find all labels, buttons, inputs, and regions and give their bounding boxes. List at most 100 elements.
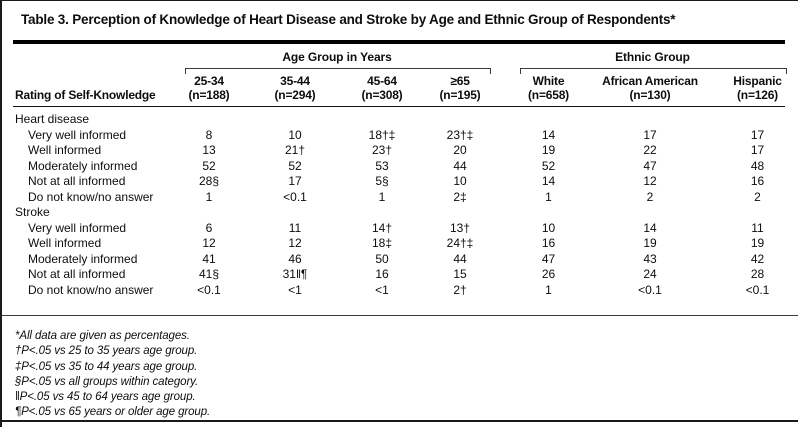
value-cell: 20 — [453, 143, 467, 157]
value-cell: 6 — [205, 220, 213, 235]
value-cell: <1 — [375, 282, 389, 297]
value-cell: 17 — [750, 143, 765, 157]
section-row: Heart disease — [14, 112, 792, 128]
value-cell: 2 — [754, 189, 761, 204]
value-cell: 47 — [541, 251, 556, 266]
value-cell — [723, 205, 792, 221]
footnote-line: ‡P<.05 vs 35 to 44 years age group. — [15, 360, 198, 373]
value-cell: 52 — [288, 158, 302, 173]
value-cell: 2† — [453, 282, 467, 297]
table-row: Do not know/no answer 1 <0.1 1 2‡ 1 2 2 — [14, 190, 792, 206]
value-cell: 17 — [643, 127, 657, 142]
row-label: Do not know/no answer — [28, 189, 154, 204]
gap-cell — [494, 252, 520, 268]
column-header-range: African American — [602, 74, 698, 88]
gap-cell — [494, 190, 520, 206]
row-label: Very well informed — [28, 220, 127, 235]
value-cell: 12 — [288, 236, 302, 250]
row-label: Not at all informed — [28, 267, 126, 281]
footnote-line: †P<.05 vs 25 to 35 years age group. — [15, 345, 198, 358]
value-cell: 46 — [288, 251, 302, 266]
value-cell: 44 — [453, 158, 467, 173]
section-label: Stroke — [15, 205, 50, 219]
value-cell: 15 — [453, 267, 467, 281]
value-cell: <0.1 — [638, 282, 662, 297]
value-cell — [577, 112, 723, 128]
value-cell: 10 — [288, 127, 302, 142]
column-header-range: 25-34 — [194, 74, 224, 88]
column-header-n: (n=658) — [528, 88, 569, 102]
top-thick-rule — [13, 40, 785, 44]
value-cell — [520, 112, 577, 128]
value-cell: 11 — [288, 220, 302, 235]
value-cell: 10 — [453, 174, 467, 188]
ethnic-group-header: Ethnic Group — [615, 50, 690, 64]
row-label: Very well informed — [28, 127, 127, 142]
value-cell: 14 — [541, 127, 556, 142]
row-label: Well informed — [28, 236, 102, 250]
footnote-line: §P<.05 vs all groups within category. — [15, 375, 199, 388]
column-header: African American (n=130) — [577, 74, 723, 102]
value-cell: 26 — [541, 267, 556, 281]
column-header: 35-44 (n=294) — [252, 74, 338, 102]
value-cell: 22 — [643, 143, 657, 157]
gap-cell — [494, 143, 520, 159]
column-header-n: (n=130) — [629, 88, 671, 102]
value-cell: <0.1 — [745, 282, 770, 297]
header-rule — [13, 106, 785, 107]
value-cell — [426, 205, 494, 221]
value-cell: <0.1 — [283, 189, 307, 204]
gap-cell — [494, 205, 520, 221]
column-header-range: White — [532, 74, 565, 88]
value-cell: 13† — [449, 220, 471, 235]
gap-cell — [494, 112, 520, 128]
value-cell — [520, 205, 577, 221]
column-header-n: (n=195) — [439, 88, 481, 102]
value-cell: 13 — [202, 143, 216, 157]
section-row: Stroke — [14, 205, 792, 221]
table-title: Table 3. Perception of Knowledge of Hear… — [21, 12, 676, 27]
value-cell: 19 — [750, 236, 765, 250]
value-cell: 16 — [750, 174, 765, 188]
value-cell: 17 — [750, 127, 765, 142]
value-cell: 14† — [371, 220, 393, 235]
value-cell — [252, 205, 338, 221]
value-cell — [166, 112, 252, 128]
column-header-range: Hispanic — [733, 74, 782, 88]
value-cell: 47 — [643, 158, 657, 173]
age-group-bracket — [185, 68, 491, 74]
value-cell: 44 — [453, 251, 467, 266]
value-cell — [338, 205, 426, 221]
value-cell: 53 — [375, 158, 389, 173]
column-header-n: (n=126) — [737, 88, 778, 102]
value-cell: 50 — [375, 251, 389, 266]
column-header: 45-64 (n=308) — [338, 74, 426, 102]
value-cell: 18†‡ — [368, 127, 396, 142]
value-cell: 19 — [643, 236, 657, 250]
section-label: Heart disease — [15, 112, 90, 126]
table-row: Do not know/no answer <0.1 <1 <1 2† 1 <0.1 <0.1 — [14, 283, 792, 299]
row-label: Moderately informed — [28, 158, 138, 173]
row-label: Well informed — [28, 143, 102, 157]
value-cell: 1 — [378, 189, 386, 204]
stub-header: Rating of Self-Knowledge — [15, 88, 156, 102]
gap-cell — [494, 236, 520, 252]
value-cell: 16 — [541, 236, 556, 250]
column-header-n: (n=188) — [188, 88, 230, 102]
value-cell: 31‖¶ — [282, 267, 308, 281]
value-cell: 24 — [643, 267, 657, 281]
column-header: ≥65 (n=195) — [426, 74, 494, 102]
value-cell — [426, 112, 494, 128]
footnote-line: *All data are given as percentages. — [15, 330, 190, 342]
row-label: Do not know/no answer — [28, 282, 154, 297]
value-cell: <1 — [288, 282, 302, 297]
column-header-n: (n=308) — [361, 88, 403, 102]
bottom-rule — [2, 420, 798, 422]
value-cell — [338, 112, 426, 128]
value-cell: 11 — [751, 220, 764, 235]
value-cell: 17 — [288, 174, 302, 188]
table-body: Heart disease Very well informed 8 10 18†‡ 23… — [14, 112, 792, 298]
table-row: Moderately informed 41 46 50 44 47 43 42 — [14, 252, 792, 268]
row-label: Moderately informed — [28, 251, 138, 266]
value-cell: 21† — [284, 143, 306, 157]
